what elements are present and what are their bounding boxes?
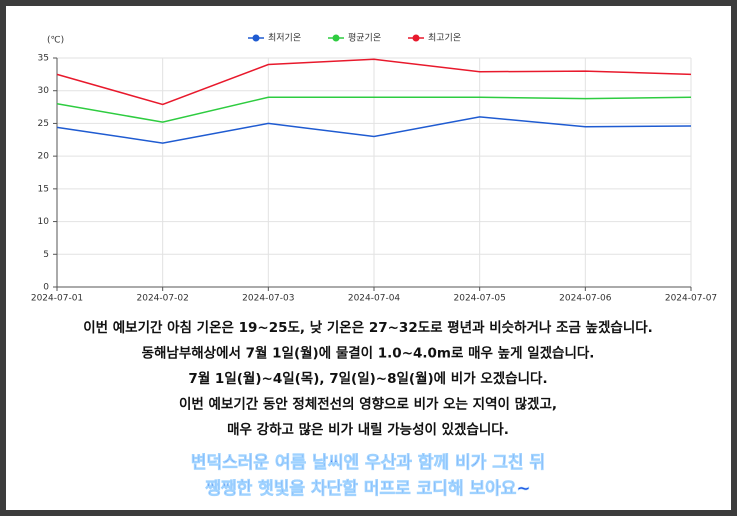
series-line: [56, 96, 692, 123]
x-tick-label: 2024-07-03: [242, 294, 294, 304]
y-tick-label: 25: [38, 119, 49, 129]
x-tick-label: 2024-07-01: [31, 294, 83, 304]
y-tick-label: 15: [38, 184, 49, 194]
note-line: 7월 1일(월)~4일(목), 7일(일)~8일(월)에 비가 오겠습니다.: [188, 370, 547, 387]
legend-label: 최고기온: [428, 33, 461, 44]
x-tick-label: 2024-07-02: [137, 294, 189, 304]
legend-marker: [412, 34, 420, 42]
note-line: 이번 예보기간 아침 기온은 19~25도, 낮 기온은 27~32도로 평년과…: [83, 319, 653, 336]
highlight-line: 변덕스러운 여름 날씨엔 우산과 함께 비가 그친 뒤: [191, 452, 545, 473]
y-tick-label: 10: [38, 217, 50, 227]
x-tick-label: 2024-07-07: [665, 294, 717, 304]
legend-label: 최저기온: [268, 33, 301, 44]
y-tick-label: 35: [38, 54, 49, 64]
y-tick-label: 0: [43, 283, 49, 293]
note-line: 이번 예보기간 동안 정체전선의 영향으로 비가 오는 지역이 많겠고,: [179, 396, 557, 413]
y-tick-label: 30: [38, 86, 50, 96]
highlight-line: 쨍쨍한 햇빛을 차단할 머프로 코디해 보아요~: [205, 479, 530, 499]
x-tick-label: 2024-07-05: [454, 294, 506, 304]
x-tick-label: 2024-07-06: [559, 294, 612, 304]
y-unit-label: (℃): [47, 36, 64, 46]
x-tick-label: 2024-07-04: [348, 294, 401, 304]
legend-marker: [252, 34, 260, 42]
series-line: [56, 116, 692, 144]
y-tick-label: 20: [38, 152, 50, 162]
y-tick-label: 5: [43, 250, 49, 260]
legend-label: 평균기온: [348, 33, 381, 44]
series-line: [56, 58, 692, 106]
legend-marker: [332, 34, 340, 42]
note-line: 매우 강하고 많은 비가 내릴 가능성이 있겠습니다.: [227, 421, 509, 438]
note-line: 동해남부해상에서 7월 1일(월)에 물결이 1.0~4.0m로 매우 높게 일…: [142, 345, 595, 362]
